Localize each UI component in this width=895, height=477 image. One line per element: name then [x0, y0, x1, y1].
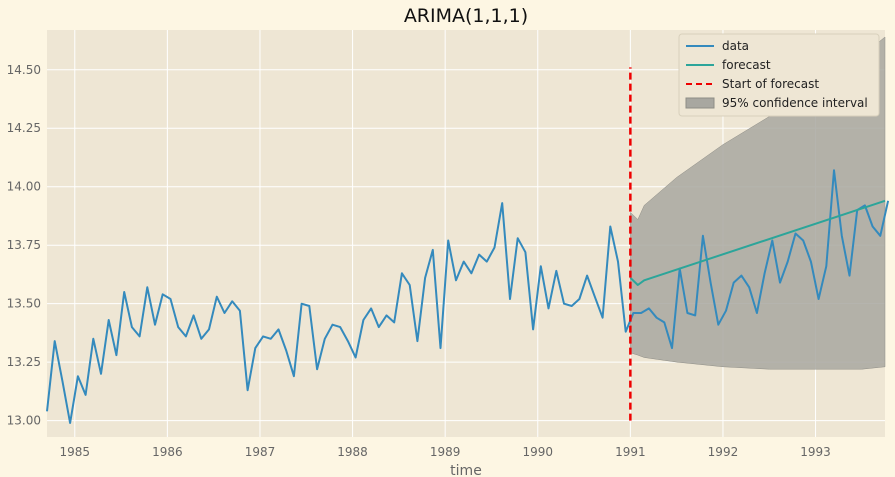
x-tick-label: 1985 — [60, 445, 91, 459]
x-tick-label: 1993 — [800, 445, 831, 459]
x-tick-label: 1992 — [708, 445, 739, 459]
y-tick-label: 14.00 — [7, 180, 41, 194]
legend-ci-swatch — [685, 97, 715, 109]
forecast-series-line — [629, 199, 886, 286]
y-tick-label: 13.00 — [7, 414, 41, 428]
legend: data forecast Start of forecast 95% conf… — [678, 33, 880, 117]
tick-labels: 1985 1986 1987 1988 1989 1990 1991 1992 1993 13.0… — [7, 63, 831, 459]
y-tick-label: 14.25 — [7, 121, 41, 135]
legend-data-label: data — [722, 39, 749, 53]
legend-box — [678, 33, 880, 117]
x-tick-label: 1987 — [245, 445, 276, 459]
legend-start-label: Start of forecast — [722, 77, 819, 91]
data-series-line — [46, 169, 890, 424]
x-tick-label: 1988 — [337, 445, 368, 459]
y-tick-label: 13.25 — [7, 355, 41, 369]
y-tick-label: 13.75 — [7, 238, 41, 252]
x-tick-label: 1991 — [615, 445, 646, 459]
legend-ci-label: 95% confidence interval — [722, 96, 868, 110]
x-tick-label: 1986 — [152, 445, 183, 459]
series-lines-layer — [46, 67, 890, 424]
x-tick-label: 1990 — [522, 445, 553, 459]
y-tick-label: 13.50 — [7, 297, 41, 311]
y-tick-label: 14.50 — [7, 63, 41, 77]
legend-forecast-label: forecast — [722, 58, 771, 72]
x-tick-label: 1989 — [430, 445, 461, 459]
chart-title: ARIMA(1,1,1) — [404, 5, 528, 27]
x-axis-label: time — [450, 463, 482, 477]
